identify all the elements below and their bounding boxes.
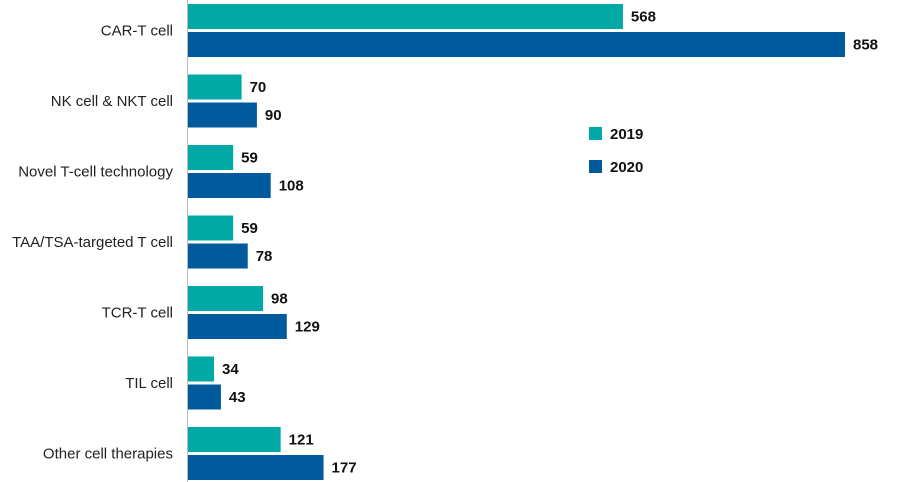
value-label-novel-t-cell-technology-2020: 108	[279, 178, 304, 195]
value-label-car-t-cell-2019: 568	[631, 9, 656, 26]
category-labels: CAR-T cell NK cell & NKT cell Novel T-cell…	[12, 23, 173, 463]
value-label-nk-cell-nkt-cell-2020: 90	[265, 107, 282, 124]
value-label-til-cell-2020: 43	[229, 389, 246, 406]
value-label-tcr-t-cell-2019: 98	[271, 291, 288, 308]
bar-other-cell-therapies-2019	[188, 427, 281, 452]
bar-til-cell-2019	[188, 356, 215, 382]
value-label-taa-tsa-targeted-t-cell-2019: 59	[241, 220, 258, 237]
bar-nk-cell-nkt-cell-2020	[188, 102, 257, 128]
value-label-car-t-cell-2020: 858	[853, 37, 878, 54]
bar-novel-t-cell-technology-2020	[188, 173, 271, 198]
value-label-novel-t-cell-technology-2019: 59	[241, 150, 258, 167]
legend-label-2019: 2019	[610, 126, 643, 143]
legend-swatch-2019	[589, 127, 602, 140]
legend-label-2020: 2020	[610, 159, 643, 176]
value-label-tcr-t-cell-2020: 129	[295, 319, 320, 336]
value-labels: 568 858 70 90 59 108 59 78 98 129 34 43 121 177	[222, 9, 878, 477]
bars-group	[188, 4, 845, 480]
category-label-other-cell-therapies: Other cell therapies	[43, 446, 173, 463]
category-label-taa-tsa-targeted-t-cell: TAA/TSA-targeted T cell	[12, 234, 173, 251]
category-label-car-t-cell: CAR-T cell	[101, 23, 173, 40]
bar-til-cell-2020	[188, 384, 221, 410]
value-label-other-cell-therapies-2019: 121	[289, 432, 314, 449]
category-label-til-cell: TIL cell	[125, 375, 173, 392]
value-label-other-cell-therapies-2020: 177	[332, 460, 357, 477]
bar-nk-cell-nkt-cell-2019	[188, 74, 242, 100]
bar-other-cell-therapies-2020	[188, 455, 324, 480]
legend: 2019 2020	[589, 126, 643, 176]
bar-taa-tsa-targeted-t-cell-2020	[188, 243, 248, 269]
bar-novel-t-cell-technology-2019	[188, 145, 234, 170]
category-label-novel-t-cell-technology: Novel T-cell technology	[18, 164, 173, 181]
category-label-nk-cell-nkt-cell: NK cell & NKT cell	[51, 93, 173, 110]
bar-car-t-cell-2020	[188, 32, 845, 57]
value-label-taa-tsa-targeted-t-cell-2020: 78	[256, 248, 273, 265]
bar-car-t-cell-2019	[188, 4, 623, 29]
bar-tcr-t-cell-2020	[188, 314, 287, 339]
value-label-til-cell-2019: 34	[222, 361, 239, 378]
bar-tcr-t-cell-2019	[188, 286, 264, 311]
value-label-nk-cell-nkt-cell-2019: 70	[250, 79, 267, 96]
legend-swatch-2020	[589, 160, 602, 173]
bar-taa-tsa-targeted-t-cell-2019	[188, 215, 234, 241]
category-label-tcr-t-cell: TCR-T cell	[102, 305, 173, 322]
